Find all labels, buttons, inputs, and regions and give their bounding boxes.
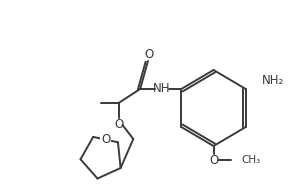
Text: NH: NH: [153, 83, 170, 95]
Text: NH₂: NH₂: [262, 74, 284, 88]
Text: O: O: [209, 153, 218, 167]
Text: O: O: [114, 119, 123, 132]
Text: O: O: [101, 133, 110, 146]
Text: O: O: [144, 47, 154, 60]
Text: CH₃: CH₃: [241, 155, 260, 165]
